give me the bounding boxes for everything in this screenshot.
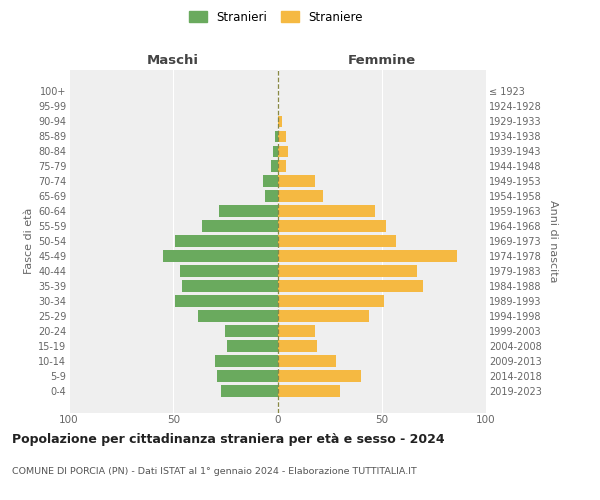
Bar <box>227 340 277 352</box>
Bar <box>179 266 277 277</box>
Bar <box>277 296 384 307</box>
Bar <box>202 220 277 232</box>
Bar <box>277 160 286 172</box>
Bar <box>226 326 277 337</box>
Text: COMUNE DI PORCIA (PN) - Dati ISTAT al 1° gennaio 2024 - Elaborazione TUTTITALIA.: COMUNE DI PORCIA (PN) - Dati ISTAT al 1°… <box>12 468 417 476</box>
Bar <box>175 296 277 307</box>
Bar <box>277 250 457 262</box>
Bar <box>277 266 417 277</box>
Y-axis label: Anni di nascita: Anni di nascita <box>548 200 559 282</box>
Legend: Stranieri, Straniere: Stranieri, Straniere <box>187 8 365 26</box>
Bar <box>277 146 288 157</box>
Bar <box>263 176 277 187</box>
Bar <box>277 385 340 397</box>
Bar <box>219 206 277 217</box>
Text: Femmine: Femmine <box>347 54 416 68</box>
Bar <box>217 370 277 382</box>
Bar <box>277 326 315 337</box>
Bar <box>175 236 277 247</box>
Y-axis label: Fasce di età: Fasce di età <box>23 208 34 274</box>
Bar <box>277 206 376 217</box>
Text: Popolazione per cittadinanza straniera per età e sesso - 2024: Popolazione per cittadinanza straniera p… <box>12 432 445 446</box>
Bar <box>275 130 277 142</box>
Bar <box>221 385 277 397</box>
Bar <box>277 340 317 352</box>
Text: Maschi: Maschi <box>147 54 199 68</box>
Bar <box>277 310 369 322</box>
Bar <box>198 310 277 322</box>
Bar <box>265 190 277 202</box>
Bar <box>274 146 277 157</box>
Bar <box>277 116 281 127</box>
Bar <box>277 280 424 292</box>
Bar <box>182 280 277 292</box>
Bar <box>277 190 323 202</box>
Bar <box>271 160 277 172</box>
Bar <box>163 250 277 262</box>
Bar <box>277 176 315 187</box>
Bar <box>277 130 286 142</box>
Bar <box>277 220 386 232</box>
Bar <box>277 370 361 382</box>
Bar <box>277 356 336 367</box>
Bar <box>277 236 397 247</box>
Bar <box>215 356 277 367</box>
